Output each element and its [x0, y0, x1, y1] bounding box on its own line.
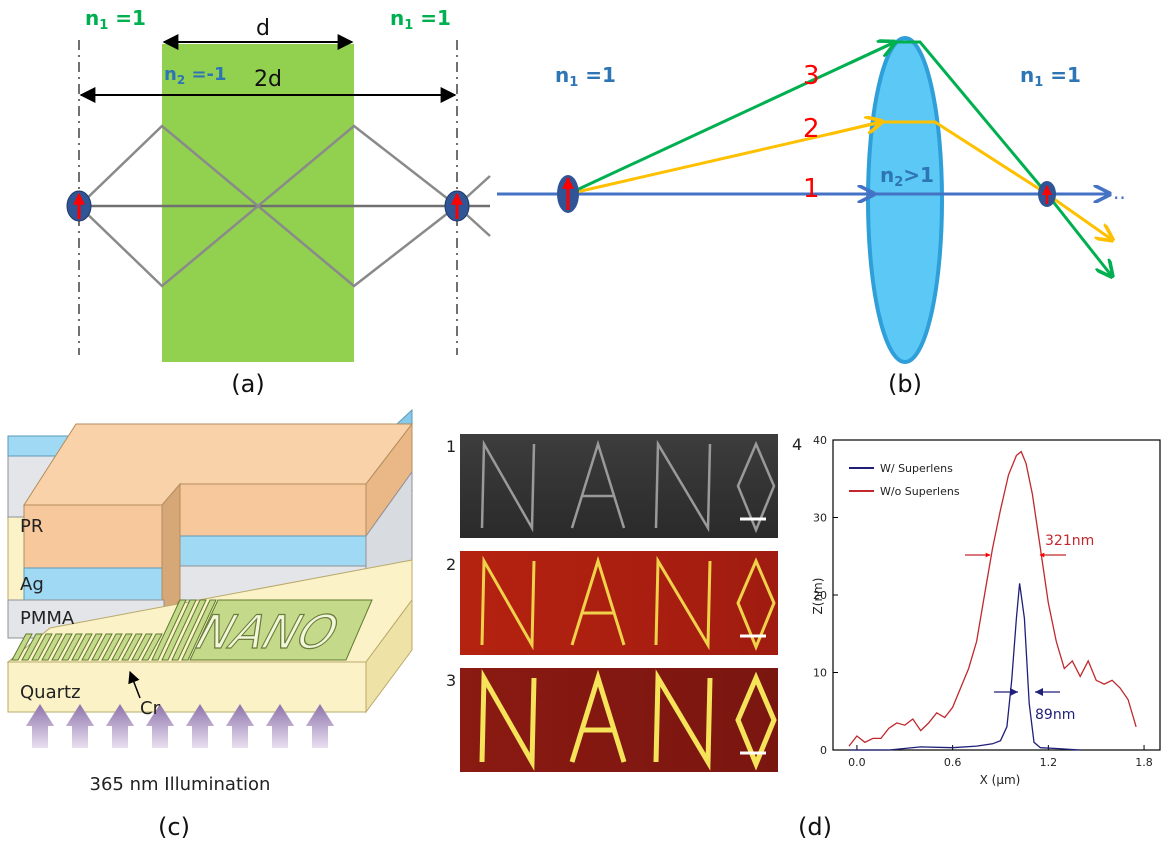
row-label-2: 2: [446, 555, 456, 574]
chart-ticks: 0.0 0.6 1.2 1.8 0 10 20 30 40: [813, 434, 1153, 769]
caption-a: (a): [231, 370, 264, 398]
cr-nano-pad: [189, 599, 373, 661]
chart-plot-area: [832, 439, 1161, 751]
quartz-side-2: [365, 598, 413, 714]
row-label-1: 1: [446, 437, 456, 456]
positive-lens: [866, 36, 944, 364]
pr-top: [8, 386, 412, 424]
source-dipole-left: [66, 190, 92, 222]
ray-1-label: 1: [803, 174, 820, 204]
x-axis-label: X (μm): [980, 773, 1021, 787]
ray-3: [567, 40, 1111, 275]
annotation-89nm: 89nm: [1035, 707, 1075, 723]
panel-a: n1 =1 n1 =1 n2 =-1 d 2d (a): [66, 6, 491, 398]
2d-label: 2d: [254, 67, 282, 92]
x-tick-label: 0.0: [848, 756, 866, 769]
legend-label-without: W/o Superlens: [880, 485, 960, 498]
chart-lines: [848, 450, 1137, 751]
n1-label-left-b: n1 =1: [555, 63, 616, 90]
label-illumination: 365 nm Illumination: [90, 774, 271, 795]
ray-3-label: 3: [803, 61, 820, 91]
d-label: d: [256, 16, 270, 41]
x-tick-label: 1.2: [1040, 756, 1058, 769]
label-ag: Ag: [20, 574, 44, 595]
ray-2-label: 2: [803, 114, 820, 144]
image-3-letters: [479, 668, 777, 772]
panel-b: .. n1 =1 n1 =1 n2>1 1 2 3 (b): [497, 36, 1126, 398]
image-1-letters: [480, 439, 776, 534]
line-chart: 0.0 0.6 1.2 1.8 0 10 20 30 40 W/ Superlens W/o S…: [811, 434, 1161, 787]
n2-label-b: n2>1: [880, 163, 934, 190]
image-3-background: [460, 668, 778, 772]
y-tick-label: 10: [813, 667, 827, 680]
cr-pointer: [128, 670, 141, 699]
caption-b: (b): [888, 370, 922, 398]
nano-pattern: NANO: [190, 606, 344, 660]
ag-front-right: [179, 535, 367, 567]
image-2-background: [460, 551, 778, 655]
image-2-letters: [480, 555, 776, 651]
illumination-arrows: [26, 704, 334, 748]
ray-2: [567, 120, 1111, 239]
x-tick-label: 1.8: [1135, 756, 1153, 769]
caption-d: (d): [798, 813, 832, 841]
label-pmma: PMMA: [20, 608, 75, 629]
y-tick-label: 0: [820, 744, 827, 757]
step-side: [161, 482, 181, 624]
y-tick-label: 20: [813, 589, 827, 602]
ray-3-mid-arrow: [849, 43, 893, 65]
n1-label-left: n1 =1: [85, 6, 146, 33]
image-dipole-right: [444, 190, 470, 222]
corner-label-4: 4: [792, 435, 802, 454]
series-line-with-superlens: [849, 583, 1081, 751]
panel-c: NANO PR Ag PMMA Quartz Cr 365 nm Illumin…: [6, 386, 414, 841]
ray-paths-a-lower: [78, 124, 458, 288]
y-axis-label: Z(nm): [811, 578, 825, 615]
series-line-without-superlens: [848, 450, 1137, 747]
image-1-background: [460, 434, 778, 538]
quartz-front-2: [7, 661, 367, 713]
x-tick-label: 0.6: [944, 756, 962, 769]
caption-c: (c): [158, 813, 190, 841]
ag-front-left: [23, 567, 181, 601]
label-quartz: Quartz: [20, 682, 81, 703]
panel-d-images: 1 2 3 4 (d): [446, 434, 832, 841]
ray-2-mid-arrow: [829, 122, 880, 136]
image-dipole: [1038, 181, 1056, 207]
dots-b: ..: [1113, 180, 1126, 204]
label-cr: Cr: [140, 698, 161, 719]
object-dipole: [557, 175, 579, 213]
n1-label-right: n1 =1: [390, 6, 451, 33]
chart-legend: W/ Superlens W/o Superlens: [849, 462, 960, 498]
fwhm-annotation-blue: 89nm: [994, 688, 1075, 723]
pr-front-right: [179, 483, 367, 537]
cr-grating: [11, 599, 217, 661]
row-label-3: 3: [446, 671, 456, 690]
legend-label-with: W/ Superlens: [880, 462, 953, 475]
label-pr: PR: [20, 516, 43, 537]
y-tick-label: 40: [813, 434, 827, 447]
y-tick-label: 30: [813, 512, 827, 525]
fwhm-annotation-red: 321nm: [965, 533, 1094, 558]
annotation-321nm: 321nm: [1045, 533, 1094, 549]
n1-label-right-b: n1 =1: [1020, 63, 1081, 90]
n2-label: n2 =-1: [164, 64, 227, 87]
